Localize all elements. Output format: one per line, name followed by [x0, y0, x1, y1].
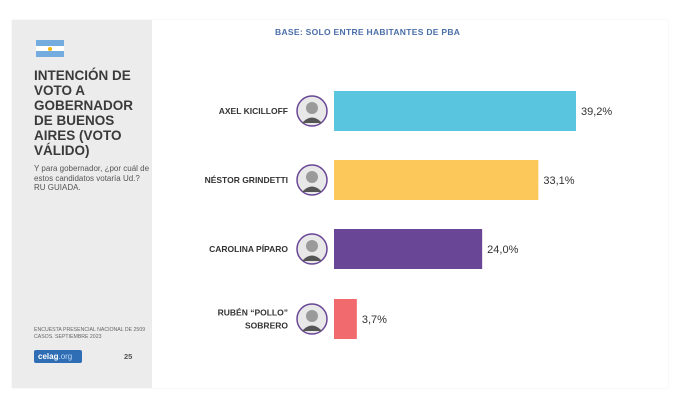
bar — [334, 229, 483, 269]
candidate-photo-icon — [296, 164, 328, 196]
category-label: AXEL KICILLOFF — [219, 106, 288, 116]
value-label: 33,1% — [543, 175, 574, 187]
category-label: SOBRERO — [245, 321, 288, 331]
page-number: 25 — [124, 352, 133, 361]
category-label: CAROLINA PÍPARO — [209, 244, 288, 254]
survey-question: Y para gobernador, ¿por cuál de estos ca… — [34, 164, 150, 192]
celag-logo: celag.org — [34, 350, 82, 363]
sidebar: INTENCIÓN DE VOTO A GOBERNADOR DE BUENOS… — [12, 20, 152, 388]
category-label: RUBÉN “POLLO” — [218, 308, 288, 318]
slide-title: INTENCIÓN DE VOTO A GOBERNADOR DE BUENOS… — [34, 68, 134, 158]
category-label: NÉSTOR GRINDETTI — [205, 175, 288, 185]
chart-title: BASE: SOLO ENTRE HABITANTES DE PBA — [275, 27, 461, 37]
candidate-photo-icon — [296, 95, 328, 127]
bar — [334, 91, 576, 131]
argentina-flag-icon — [36, 40, 64, 57]
bar — [334, 160, 539, 200]
value-label: 3,7% — [362, 314, 387, 326]
value-label: 39,2% — [581, 106, 612, 118]
bar — [334, 299, 357, 339]
value-label: 24,0% — [487, 244, 518, 256]
survey-footnote: ENCUESTA PRESENCIAL NACIONAL DE 2509 CAS… — [34, 327, 146, 340]
candidate-photo-icon — [296, 233, 328, 265]
candidate-photo-icon — [296, 303, 328, 335]
